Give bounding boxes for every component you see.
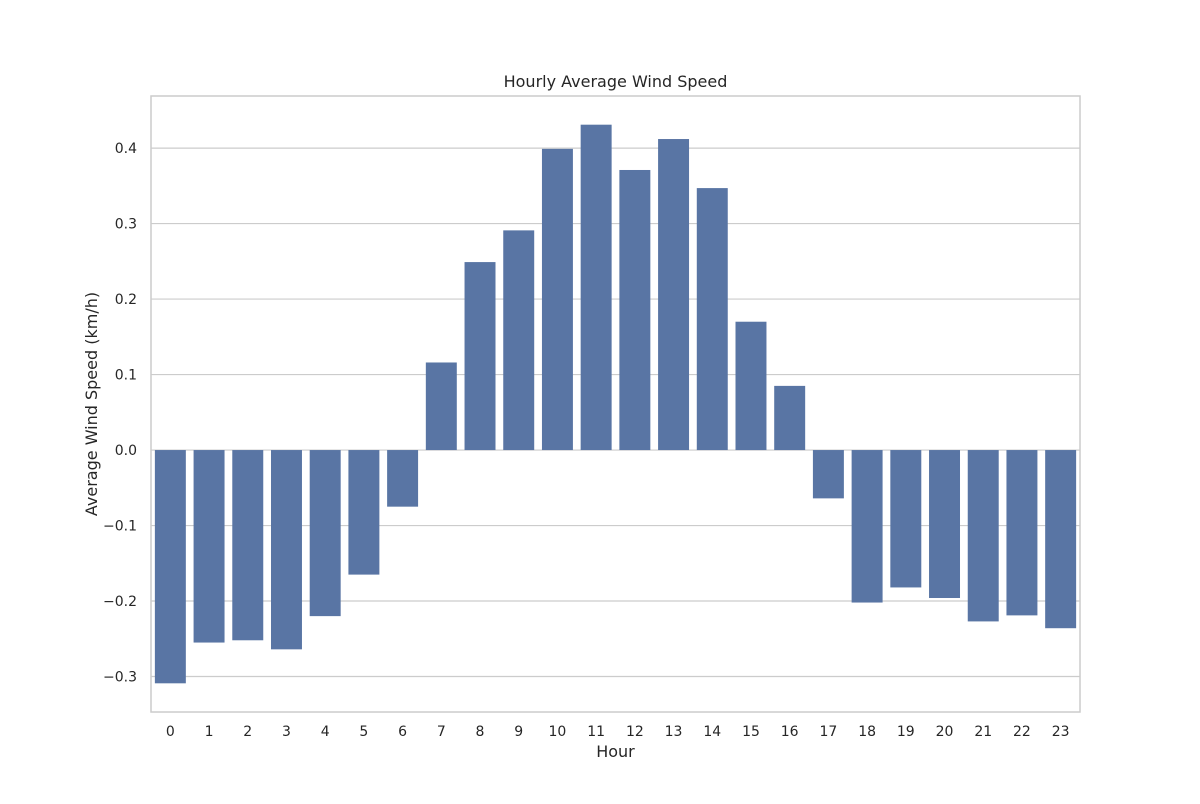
bar-hour-7 bbox=[425, 362, 457, 451]
bar-hour-3 bbox=[270, 450, 302, 650]
y-tick-label: −0.3 bbox=[103, 670, 137, 686]
bar-hour-4 bbox=[309, 450, 341, 617]
bar-hour-8 bbox=[464, 262, 496, 451]
y-axis-title: Average Wind Speed (km/h) bbox=[82, 292, 101, 516]
x-tick-label: 8 bbox=[476, 724, 485, 740]
bar-hour-21 bbox=[967, 450, 999, 622]
bar-hour-22 bbox=[1006, 450, 1038, 616]
y-tick-label: 0.4 bbox=[115, 141, 137, 157]
x-tick-label: 1 bbox=[205, 724, 214, 740]
y-tick-labels: −0.3 −0.2 −0.1 0.0 0.1 0.2 0.3 0.4 bbox=[103, 141, 137, 685]
bar-hour-20 bbox=[929, 450, 961, 599]
x-tick-label: 2 bbox=[243, 724, 252, 740]
bar-hour-13 bbox=[658, 139, 690, 451]
x-tick-label: 23 bbox=[1052, 724, 1070, 740]
bar-hour-23 bbox=[1045, 450, 1077, 629]
x-axis-title: Hour bbox=[596, 742, 635, 761]
bar-hour-10 bbox=[541, 148, 573, 451]
x-tick-label: 15 bbox=[742, 724, 760, 740]
y-tick-label: 0.3 bbox=[115, 217, 137, 233]
bar-hour-17 bbox=[812, 450, 844, 499]
bar-hour-12 bbox=[619, 169, 651, 451]
bar-hour-5 bbox=[348, 450, 380, 575]
bar-hour-0 bbox=[154, 450, 186, 684]
grid-lines bbox=[151, 147, 1080, 678]
x-tick-label: 5 bbox=[359, 724, 368, 740]
bar-hour-9 bbox=[503, 230, 535, 451]
x-tick-label: 20 bbox=[936, 724, 954, 740]
x-tick-label: 19 bbox=[897, 724, 915, 740]
bar-hour-14 bbox=[696, 188, 728, 451]
x-tick-label: 4 bbox=[321, 724, 330, 740]
x-tick-label: 21 bbox=[974, 724, 992, 740]
y-tick-label: 0.2 bbox=[115, 292, 137, 308]
bar-hour-2 bbox=[232, 450, 264, 641]
x-tick-label: 10 bbox=[549, 724, 567, 740]
x-tick-label: 0 bbox=[166, 724, 175, 740]
bar-hour-19 bbox=[890, 450, 922, 588]
x-tick-label: 3 bbox=[282, 724, 291, 740]
x-tick-label: 22 bbox=[1013, 724, 1031, 740]
bar-hour-18 bbox=[851, 450, 883, 603]
y-tick-label: 0.0 bbox=[115, 443, 137, 459]
x-tick-labels: 0 1 2 3 4 5 6 7 8 9 10 11 12 13 14 15 16 17 18 19 20 21 22 23 bbox=[166, 724, 1070, 740]
bars bbox=[154, 124, 1077, 684]
x-tick-label: 11 bbox=[587, 724, 605, 740]
bar-hour-15 bbox=[735, 321, 767, 451]
bar-hour-6 bbox=[387, 450, 419, 507]
x-tick-label: 16 bbox=[781, 724, 799, 740]
x-tick-label: 6 bbox=[398, 724, 407, 740]
bar-hour-11 bbox=[580, 124, 612, 451]
x-tick-label: 9 bbox=[514, 724, 523, 740]
y-tick-label: −0.1 bbox=[103, 519, 137, 535]
x-tick-label: 12 bbox=[626, 724, 644, 740]
y-tick-label: 0.1 bbox=[115, 368, 137, 384]
chart-title: Hourly Average Wind Speed bbox=[504, 72, 728, 91]
bar-hour-16 bbox=[774, 385, 806, 451]
plot-frame bbox=[150, 95, 1081, 713]
x-tick-label: 14 bbox=[703, 724, 721, 740]
y-tick-label: −0.2 bbox=[103, 594, 137, 610]
x-tick-label: 17 bbox=[819, 724, 837, 740]
x-tick-label: 7 bbox=[437, 724, 446, 740]
x-tick-label: 13 bbox=[665, 724, 683, 740]
bar-hour-1 bbox=[193, 450, 225, 643]
x-tick-label: 18 bbox=[858, 724, 876, 740]
